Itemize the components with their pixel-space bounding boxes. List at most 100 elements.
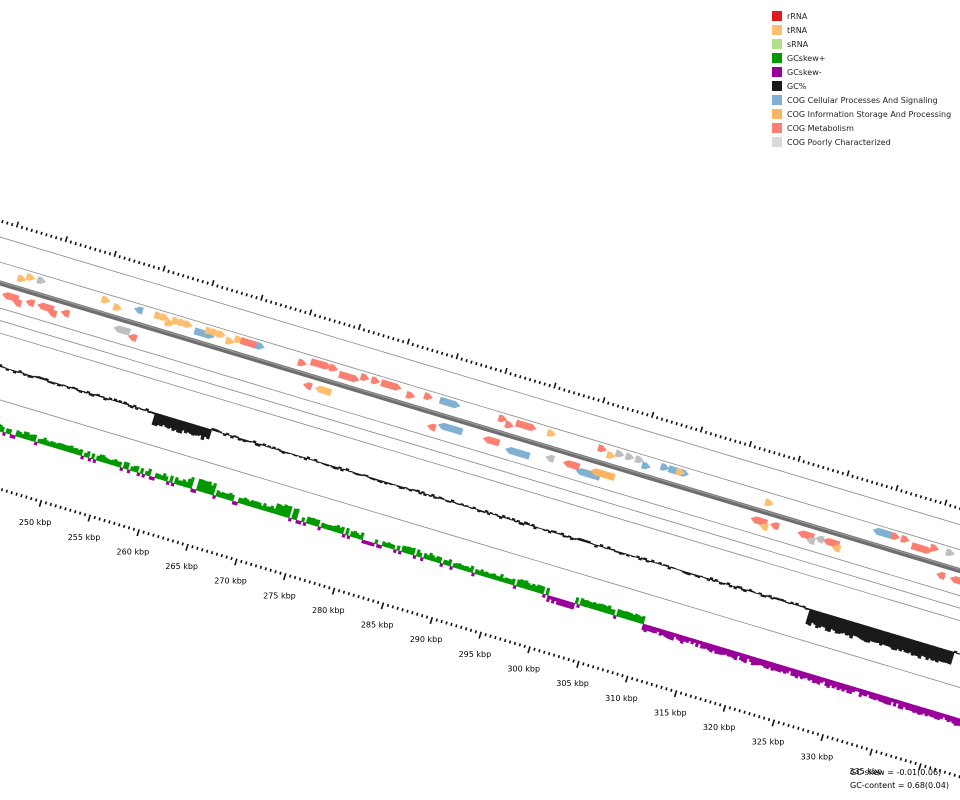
- gc-skew-positive-bar: [85, 450, 91, 459]
- ruler-minor-tick: [313, 581, 316, 586]
- gc-bar: [498, 515, 503, 520]
- gc-bar: [153, 413, 161, 427]
- outer-minor-tick: [621, 405, 625, 410]
- gc-bar: [501, 514, 506, 519]
- gc-bar: [113, 398, 118, 402]
- ruler-minor-tick: [538, 649, 541, 653]
- ruler-minor-tick: [34, 498, 38, 502]
- outer-minor-tick: [607, 401, 610, 405]
- ruler-minor-tick: [93, 515, 96, 520]
- forward-feature: [182, 320, 193, 328]
- outer-minor-tick: [221, 285, 224, 290]
- ruler-minor-tick: [362, 596, 365, 600]
- gc-bar: [625, 553, 630, 557]
- gc-skew-negative-bar: [392, 548, 397, 554]
- forward-feature: [318, 360, 329, 369]
- gc-bar: [553, 530, 557, 534]
- outer-minor-tick: [167, 269, 170, 274]
- gc-bar: [770, 597, 774, 600]
- gc-skew-negative-bar: [892, 698, 898, 707]
- gc-bar: [379, 479, 384, 484]
- gc-skew-positive-bar: [68, 445, 74, 454]
- gc-bar: [269, 447, 274, 450]
- gc-bar: [898, 636, 906, 652]
- forward-feature: [614, 449, 625, 458]
- ruler-label: 295 kbp: [459, 650, 492, 659]
- reverse-feature: [545, 454, 556, 463]
- outer-minor-tick: [396, 338, 400, 342]
- gc-bar: [229, 435, 234, 439]
- outer-minor-tick: [50, 234, 53, 238]
- gc-bar: [569, 537, 574, 541]
- gc-bar: [834, 617, 843, 634]
- outer-minor-tick: [279, 303, 283, 307]
- ruler-minor-tick: [376, 600, 380, 605]
- gc-bar: [423, 493, 427, 497]
- ruler-major-tick: [478, 631, 482, 639]
- gc-skew-negative-bar: [449, 565, 454, 571]
- gc-bar: [893, 634, 901, 651]
- gc-skew-negative-bar: [545, 595, 551, 603]
- track-line: [0, 399, 960, 688]
- gc-skew-positive-bar: [410, 547, 416, 556]
- gc-skew-positive-bar: [227, 492, 233, 501]
- gc-skew-positive-bar: [256, 502, 262, 510]
- gc-skew-negative-bar: [612, 614, 617, 620]
- ruler-minor-tick: [513, 641, 517, 646]
- ruler-label: 265 kbp: [165, 562, 198, 571]
- ruler-minor-tick: [841, 739, 844, 744]
- ruler-minor-tick: [855, 744, 859, 748]
- ruler-minor-tick: [753, 713, 756, 717]
- ruler-major-tick: [185, 543, 189, 551]
- gc-skew-negative-bar: [753, 657, 759, 666]
- ruler-minor-tick: [78, 511, 82, 515]
- gc-skew-positive-bar: [73, 447, 79, 455]
- ruler-minor-tick: [889, 754, 893, 758]
- ruler-minor-tick: [152, 533, 155, 537]
- gc-skew-negative-bar: [799, 671, 805, 680]
- ruler-minor-tick: [474, 630, 478, 634]
- ruler-minor-tick: [176, 540, 180, 545]
- outer-minor-tick: [265, 298, 268, 303]
- ruler-minor-tick: [108, 520, 111, 524]
- ruler-minor-tick: [567, 657, 570, 662]
- gc-skew-negative-bar: [699, 641, 705, 649]
- gc-skew-stat: GC-skew = -0.01(0.06): [850, 768, 942, 777]
- outer-major-tick: [748, 441, 753, 448]
- ruler-minor-tick: [293, 575, 297, 580]
- gc-skew-negative-bar: [816, 676, 822, 685]
- ruler-minor-tick: [303, 578, 307, 583]
- gc-skew-negative-bar: [953, 717, 959, 727]
- ruler-major-tick: [380, 602, 385, 610]
- outer-minor-tick: [812, 462, 815, 467]
- backbone-highlight: [0, 281, 960, 571]
- ruler-label: 305 kbp: [556, 679, 589, 688]
- outer-minor-tick: [245, 293, 248, 297]
- outer-minor-tick: [753, 445, 757, 449]
- outer-minor-tick: [35, 230, 38, 234]
- outer-minor-tick: [597, 398, 600, 402]
- gc-bar: [132, 404, 137, 408]
- gc-bar: [733, 586, 738, 590]
- gc-bar: [533, 526, 538, 530]
- gc-skew-positive-bar: [146, 468, 153, 477]
- outer-minor-tick: [822, 465, 825, 470]
- gc-bar: [494, 513, 499, 516]
- outer-minor-tick: [807, 461, 810, 465]
- position-ruler: 250 kbp 255 kbp 260 kbp 265 kbp 270 kbp 275 k…: [0, 488, 960, 779]
- gc-skew-positive-bar: [491, 573, 497, 580]
- outer-minor-tick: [519, 375, 522, 379]
- gc-skew-negative-bar: [370, 542, 375, 547]
- gc-skew-negative-bar: [785, 666, 791, 674]
- outer-minor-tick: [924, 496, 928, 500]
- gc-skew-negative-bar: [919, 707, 925, 716]
- gc-bar: [593, 544, 598, 548]
- outer-minor-tick: [274, 301, 278, 306]
- ruler-minor-tick: [787, 723, 790, 728]
- forward-feature: [945, 548, 955, 557]
- ruler-minor-tick: [5, 489, 9, 493]
- gc-skew-negative-bar: [826, 679, 832, 689]
- gc-bar: [20, 371, 25, 374]
- outer-minor-tick: [69, 240, 73, 244]
- gc-bar: [44, 377, 49, 382]
